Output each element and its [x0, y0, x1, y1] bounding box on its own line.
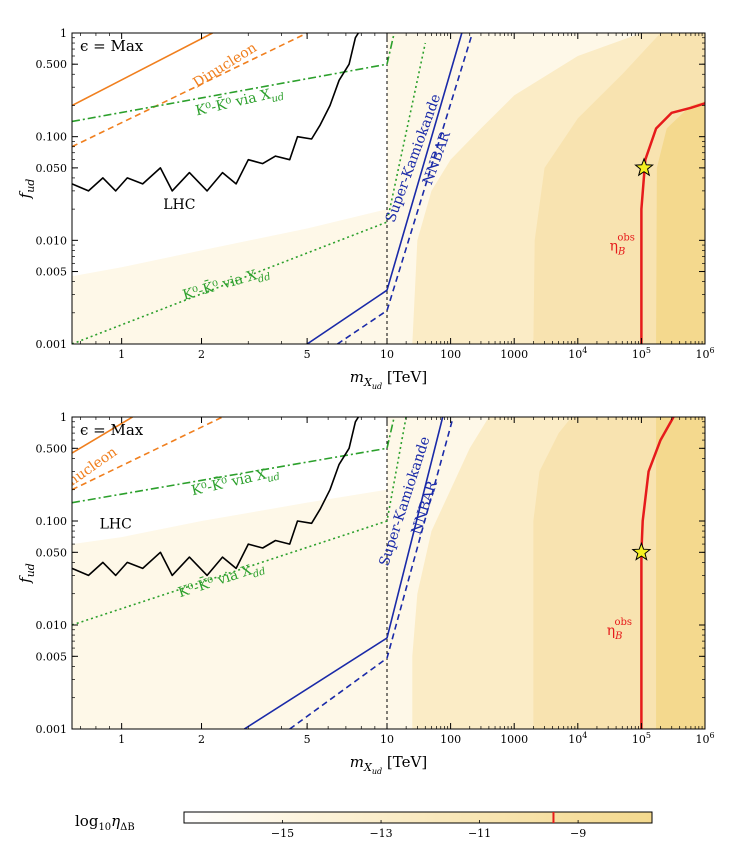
- x-tick-label: 5: [304, 348, 311, 361]
- plot-frame: [71, 416, 706, 730]
- x-tick-label: 106: [695, 346, 714, 361]
- colorbar-tick-label: −13: [369, 827, 392, 840]
- series-line-k-k-via-x: [72, 33, 395, 123]
- x-tick-label: 100: [440, 733, 461, 746]
- benchmark-star: [634, 157, 654, 177]
- x-axis-title: mXud [TeV]: [350, 368, 427, 391]
- x-tick-label: 2: [198, 733, 205, 746]
- x-tick-label: 104: [568, 346, 587, 361]
- x-tick-label: 1: [118, 733, 125, 746]
- x-tick-label: 10: [380, 733, 394, 746]
- x-tick-label: 100: [440, 348, 461, 361]
- shade-region: [656, 417, 705, 729]
- y-tick-label: 0.500: [36, 442, 68, 455]
- x-tick-label: 1000: [500, 348, 528, 361]
- series-line-dinucleon: [72, 33, 213, 107]
- series-line-k-k-via-x: [72, 417, 395, 504]
- curve-label: LHC: [100, 516, 132, 532]
- series-line-super-kamiokande: [306, 33, 463, 344]
- x-tick-label: 1000: [500, 733, 528, 746]
- y-axis-title: fud: [16, 179, 37, 200]
- x-tick-label: 2: [198, 348, 205, 361]
- colorbar-tick-label: −9: [570, 827, 586, 840]
- y-tick-label: 0.050: [36, 546, 68, 559]
- y-tick-label: 0.001: [36, 723, 68, 736]
- y-tick-label: 0.010: [36, 234, 68, 247]
- series-line-dinucleon: [72, 417, 134, 454]
- y-tick-label: 0.010: [36, 619, 68, 632]
- series-line-dinucleon: [72, 33, 308, 148]
- series-line-super-kamiokande: [243, 417, 444, 729]
- y-tick-label: 1: [60, 27, 67, 40]
- series-line-nnbar: [336, 33, 474, 344]
- y-tick-label: 0.001: [36, 338, 68, 351]
- x-tick-label: 105: [632, 731, 651, 746]
- curve-label: ηBobs: [610, 232, 635, 257]
- x-tick-label: 104: [568, 731, 587, 746]
- x-tick-label: 1: [118, 348, 125, 361]
- plot-frame: [71, 32, 706, 345]
- x-axis-title: mXud [TeV]: [350, 753, 427, 776]
- series-line--b-obs: [640, 417, 675, 729]
- series-line-dinucleon: [72, 417, 223, 491]
- curve-label: ηBobs: [607, 617, 632, 642]
- y-tick-label: 0.005: [36, 650, 68, 663]
- colorbar-tick-label: −15: [271, 827, 294, 840]
- shade-region: [656, 101, 705, 344]
- epsilon-annotation: ϵ = Max: [80, 421, 144, 439]
- colorbar: −15 −13 −11 −9 log10ηΔB: [75, 811, 653, 840]
- epsilon-annotation: ϵ = Max: [80, 37, 144, 55]
- colorbar-label: log10ηΔB: [75, 812, 135, 833]
- y-axis-title: fud: [16, 563, 37, 584]
- series-line--b-obs: [640, 102, 705, 344]
- colorbar-tick-label: −11: [468, 827, 491, 840]
- curve-label: LHC: [163, 197, 195, 213]
- y-tick-label: 0.050: [36, 162, 68, 175]
- series-line-lhc: [72, 417, 360, 577]
- x-tick-label: 5: [304, 733, 311, 746]
- y-tick-label: 0.100: [36, 515, 68, 528]
- x-tick-label: 106: [695, 731, 714, 746]
- y-tick-label: 0.100: [36, 131, 68, 144]
- y-tick-label: 0.005: [36, 266, 68, 279]
- x-tick-label: 10: [380, 348, 394, 361]
- x-tick-label: 105: [632, 346, 651, 361]
- series-line-lhc: [72, 33, 360, 192]
- series-line-k-k-via-x: [72, 417, 407, 626]
- colorbar-gradient: [183, 811, 653, 824]
- series-line-nnbar: [289, 417, 454, 729]
- benchmark-star: [631, 541, 652, 561]
- y-tick-label: 1: [60, 411, 67, 424]
- y-tick-label: 0.500: [36, 58, 68, 71]
